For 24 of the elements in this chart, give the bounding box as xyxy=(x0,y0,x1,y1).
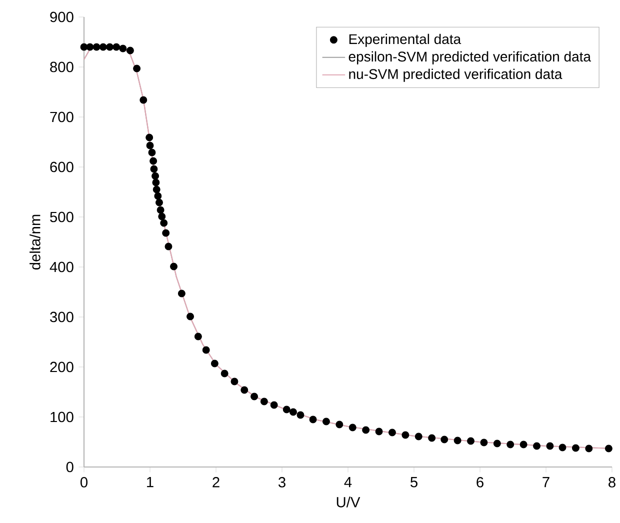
x-tick-label: 5 xyxy=(410,477,418,488)
x-tick-label: 0 xyxy=(80,477,88,488)
x-tick-label: 8 xyxy=(608,477,616,488)
legend-label: epsilon-SVM predicted verification data xyxy=(348,51,592,64)
x-tick-label: 4 xyxy=(344,477,352,488)
x-tick-label: 1 xyxy=(147,477,154,488)
y-tick-label: 0 xyxy=(66,462,74,472)
y-tick-label: 100 xyxy=(50,412,74,422)
x-axis-title: U/V xyxy=(336,496,360,508)
x-tick-label: 7 xyxy=(542,477,550,488)
x-tick-label: 6 xyxy=(476,477,484,488)
y-tick-label: 900 xyxy=(50,12,74,22)
y-tick-label: 600 xyxy=(50,162,74,172)
y-tick-label: 400 xyxy=(50,262,74,272)
y-tick-label: 700 xyxy=(50,112,74,122)
y-tick-label: 300 xyxy=(50,312,74,322)
x-tick-label: 2 xyxy=(212,477,220,488)
y-axis-title: delta/nm xyxy=(30,214,40,270)
legend-label: Experimental data xyxy=(349,34,462,47)
legend-label: nu-SVM predicted verification data xyxy=(349,68,562,82)
y-tick-label: 200 xyxy=(50,362,74,372)
y-tick-label: 800 xyxy=(50,62,74,72)
x-tick-label: 3 xyxy=(278,477,286,488)
y-tick-label: 500 xyxy=(50,212,74,222)
